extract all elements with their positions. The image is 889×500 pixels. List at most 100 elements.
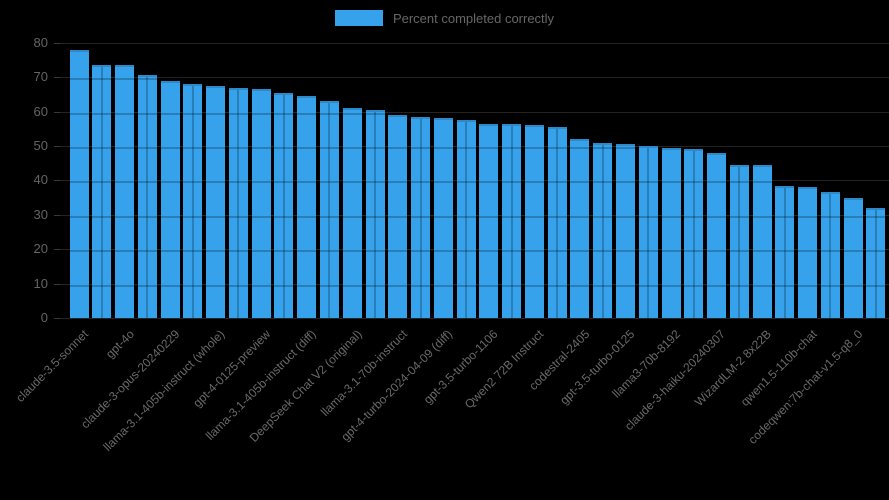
gridline-vertical-segment — [647, 148, 650, 318]
bar[interactable] — [638, 146, 658, 318]
gridline-segment — [547, 181, 567, 184]
gridline-vertical-segment — [191, 86, 194, 318]
bar-gpt-4o[interactable] — [115, 65, 135, 318]
bar-llama3-70b-8192[interactable] — [661, 147, 681, 318]
gridline-vertical-segment — [100, 67, 103, 318]
gridline-segment — [661, 215, 681, 218]
bar-llama-3.1-70b-instruct[interactable] — [388, 115, 408, 318]
gridline-vertical-segment — [829, 194, 832, 318]
gridline-segment — [661, 181, 681, 184]
bar[interactable] — [228, 87, 248, 318]
gridline-segment — [524, 215, 544, 218]
bar-gpt-4-turbo-2024-04-09 (diff)[interactable] — [433, 118, 453, 318]
bar-gpt-3.5-turbo-0125[interactable] — [615, 144, 635, 318]
gridline-segment — [297, 146, 317, 149]
gridline-segment — [479, 284, 499, 287]
bar-claude-3-opus-20240229[interactable] — [160, 80, 180, 318]
bar[interactable] — [183, 84, 203, 318]
bar[interactable] — [729, 164, 749, 318]
gridline-segment — [297, 250, 317, 253]
bar[interactable] — [411, 116, 431, 318]
gridline-vertical-segment — [556, 129, 559, 318]
gridline-segment — [319, 181, 339, 184]
gridline-segment — [274, 284, 294, 287]
legend-label: Percent completed correctly — [392, 10, 555, 26]
gridline-segment — [707, 250, 727, 253]
gridline-segment — [206, 146, 226, 149]
gridline-segment — [433, 250, 453, 253]
gridline-segment — [69, 181, 89, 184]
gridline-segment — [479, 146, 499, 149]
gridline-segment — [775, 250, 795, 253]
gridline-segment — [388, 146, 408, 149]
gridline-segment — [160, 181, 180, 184]
y-tick-mark — [54, 249, 60, 251]
gridline-segment — [502, 250, 522, 253]
bar[interactable] — [92, 65, 112, 318]
gridline-segment — [866, 250, 886, 253]
bar-codestral-2405[interactable] — [570, 139, 590, 318]
gridline-segment — [206, 250, 226, 253]
gridline-segment — [524, 284, 544, 287]
bar-DeepSeek Chat V2 (original)[interactable] — [342, 108, 362, 318]
gridline-segment — [183, 112, 203, 115]
bar-gpt-3.5-turbo-1106[interactable] — [479, 123, 499, 318]
bar[interactable] — [684, 149, 704, 318]
gridline-segment — [524, 146, 544, 149]
gridline-segment — [661, 250, 681, 253]
y-tick-label: 50 — [33, 138, 48, 153]
bar[interactable] — [274, 92, 294, 318]
gridline-segment — [69, 146, 89, 149]
bar[interactable] — [456, 120, 476, 318]
gridline-segment — [729, 181, 749, 184]
bar-Qwen2 72B Instruct[interactable] — [524, 125, 544, 318]
gridline-segment — [183, 146, 203, 149]
bar-claude-3.5-sonnet[interactable] — [69, 49, 89, 318]
bar-llama-3.1-405b-instruct (whole)[interactable] — [206, 85, 226, 318]
bar-claude-3-haiku-20240307[interactable] — [707, 152, 727, 318]
bar-WizardLM-2 8x22B[interactable] — [752, 164, 772, 318]
gridline-segment — [388, 181, 408, 184]
bar[interactable] — [137, 75, 157, 318]
gridline-segment — [228, 215, 248, 218]
gridline-segment — [206, 112, 226, 115]
bar[interactable] — [547, 127, 567, 318]
gridline-vertical-segment — [146, 77, 149, 318]
gridline-segment — [456, 181, 476, 184]
bar[interactable] — [593, 142, 613, 318]
bar[interactable] — [365, 109, 385, 318]
gridline-segment — [137, 181, 157, 184]
gridline-segment — [92, 215, 112, 218]
bar-gpt-4-0125-preview[interactable] — [251, 89, 271, 318]
gridline-vertical-segment — [328, 103, 331, 318]
gridline-vertical-segment — [237, 89, 240, 318]
bar[interactable] — [502, 123, 522, 318]
gridline-segment — [228, 250, 248, 253]
bar[interactable] — [319, 101, 339, 318]
gridline-segment — [69, 215, 89, 218]
gridline-segment — [820, 284, 840, 287]
y-tick-label: 60 — [33, 103, 48, 119]
gridline-segment — [866, 284, 886, 287]
gridline-segment — [547, 146, 567, 149]
gridline-segment — [456, 146, 476, 149]
y-tick-mark — [54, 77, 60, 79]
gridline-segment — [251, 284, 271, 287]
gridline-vertical-segment — [601, 144, 604, 318]
y-tick-label: 10 — [33, 275, 48, 291]
bar[interactable] — [866, 207, 886, 318]
bar[interactable] — [820, 192, 840, 318]
gridline-segment — [820, 215, 840, 218]
bar-qwen1.5-110b-chat[interactable] — [798, 187, 818, 318]
gridline-segment — [866, 215, 886, 218]
bar[interactable] — [775, 185, 795, 318]
gridline-segment — [206, 284, 226, 287]
bar-codeqwen:7b-chat-v1.5-q8_0[interactable] — [843, 197, 863, 318]
gridline-segment — [69, 250, 89, 253]
gridline-segment — [388, 215, 408, 218]
gridline-segment — [137, 112, 157, 115]
bar-llama-3.1-405b-instruct (diff)[interactable] — [297, 96, 317, 318]
legend-item[interactable]: Percent completed correctly — [0, 10, 889, 26]
gridline-segment — [297, 112, 317, 115]
legend-swatch-icon — [334, 10, 383, 26]
